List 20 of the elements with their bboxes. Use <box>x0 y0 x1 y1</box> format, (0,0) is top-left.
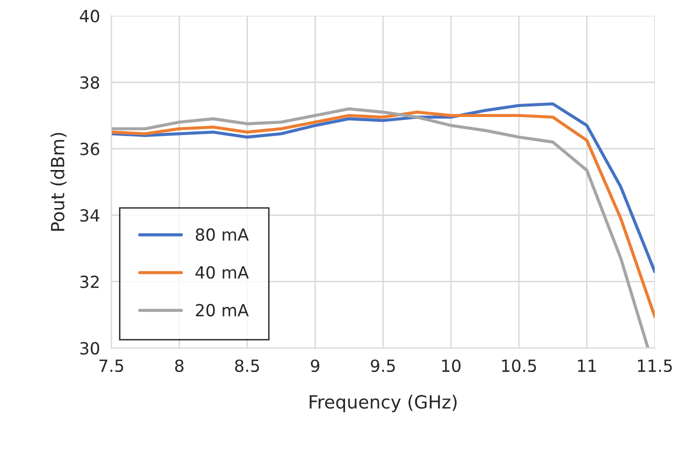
x-tick-label: 10 <box>442 359 460 372</box>
y-tick-label: 38 <box>80 76 100 89</box>
y-tick-label: 36 <box>80 142 100 156</box>
y-tick-label: 30 <box>80 342 100 355</box>
x-tick-label: 8 <box>175 359 184 372</box>
y-axis-title: Pout (dBm) <box>50 132 67 231</box>
x-tick-label: 11 <box>578 360 596 372</box>
y-tick-label: 32 <box>80 276 99 288</box>
x-tick-label: 11.5 <box>638 360 672 372</box>
legend-label: 80 mA <box>196 228 249 241</box>
x-tick-label: 8.5 <box>235 359 260 372</box>
x-tick-label: 9 <box>310 359 320 372</box>
x-tick-label: 7.5 <box>99 360 124 372</box>
y-tick-label: 40 <box>80 10 100 22</box>
x-tick-label: 9.5 <box>370 359 395 372</box>
x-axis-title: Frequency (GHz) <box>310 394 457 412</box>
y-tick-label: 34 <box>80 209 100 222</box>
legend-label: 20 mA <box>196 304 249 316</box>
x-tick-label: 10.5 <box>502 359 536 372</box>
legend-label: 40 mA <box>196 266 249 279</box>
